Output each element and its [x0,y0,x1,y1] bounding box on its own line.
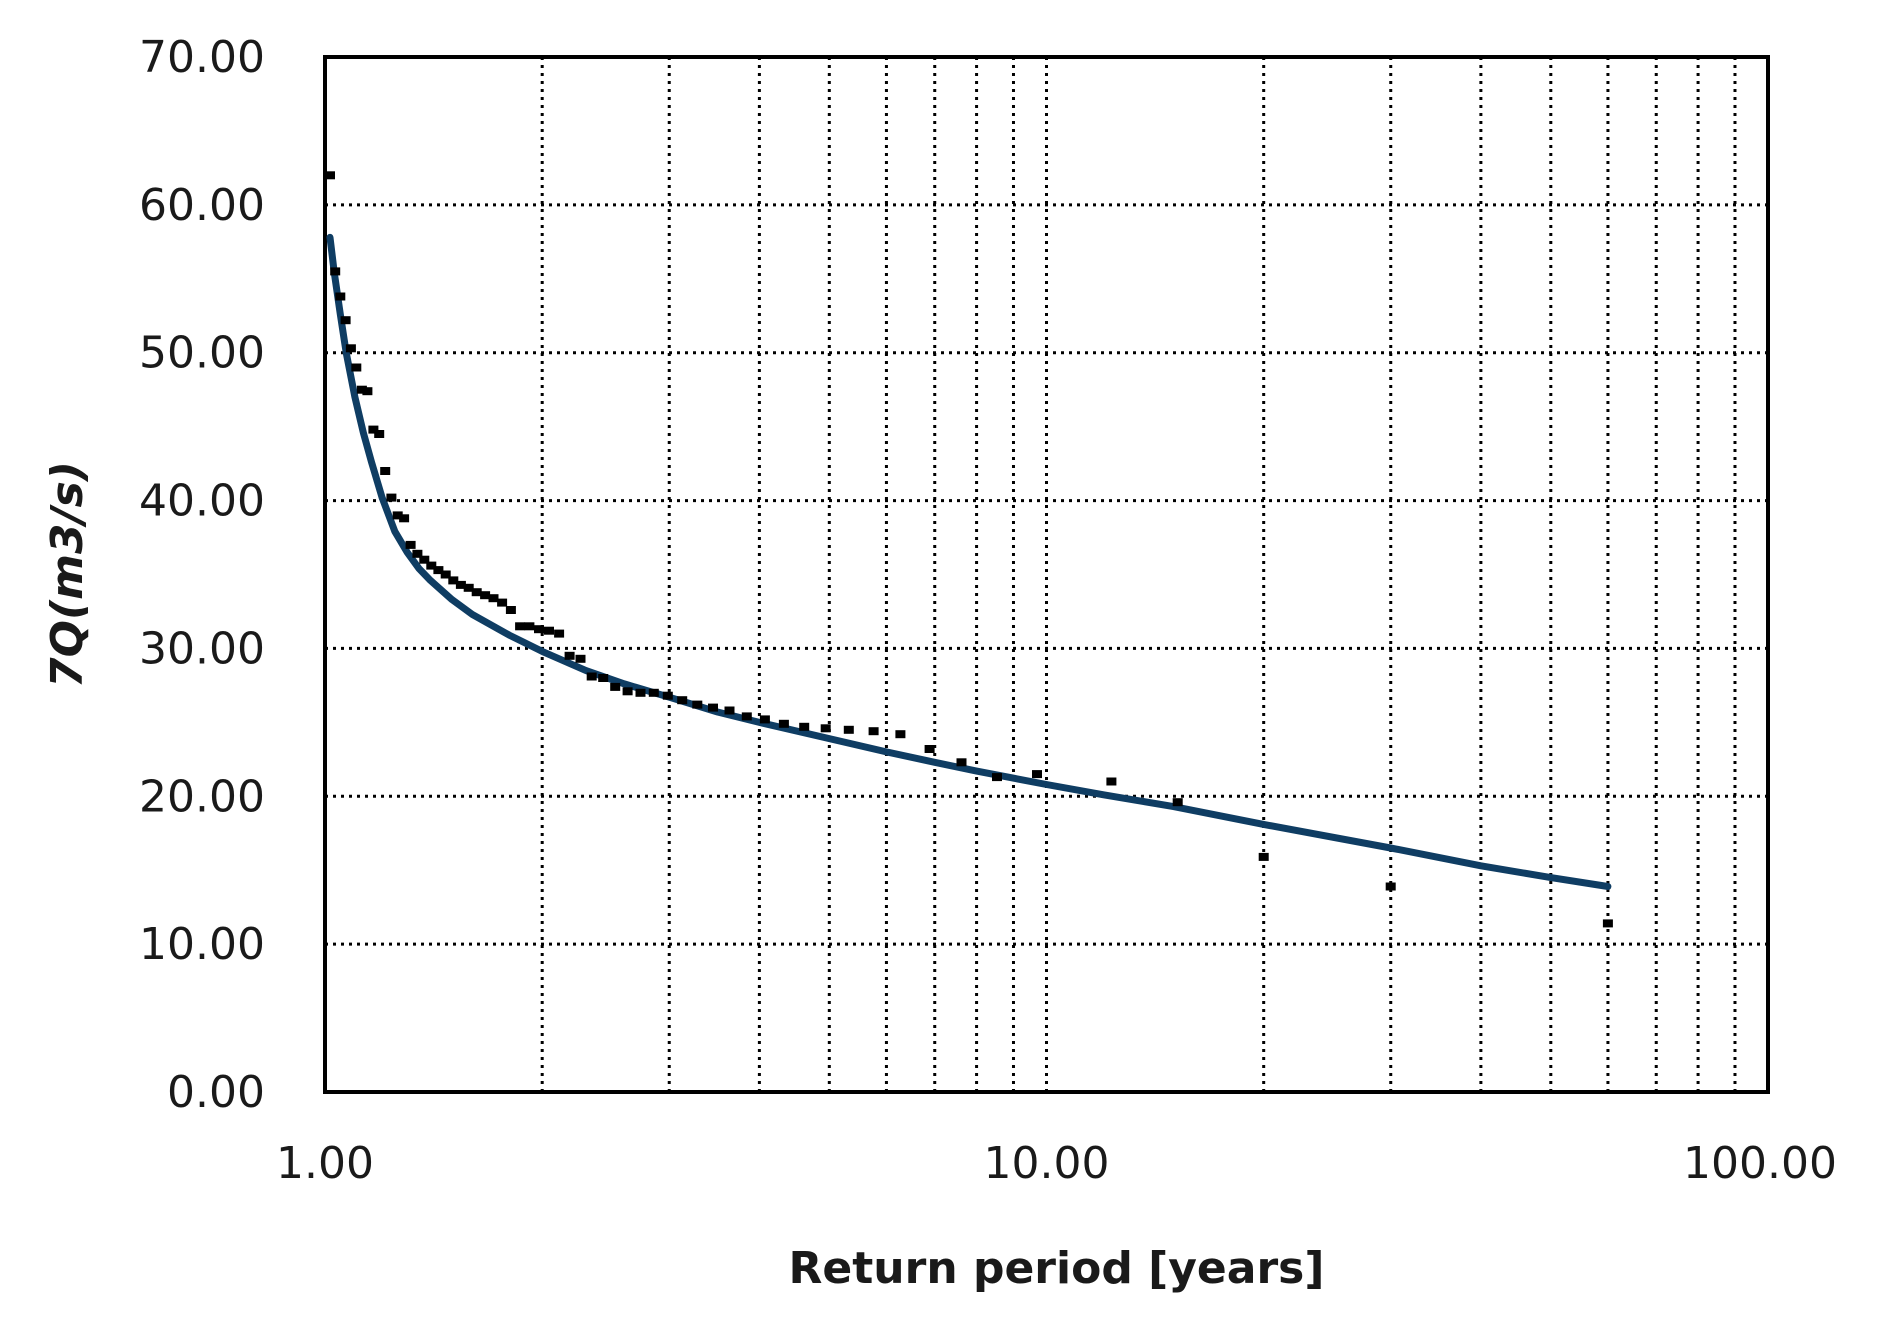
observed-point [598,674,609,682]
y-tick-label: 40.00 [139,476,265,527]
y-tick-label: 60.00 [139,180,265,231]
observed-point [1258,852,1269,861]
observed-point [799,722,810,731]
observed-point [956,758,967,767]
observed-point [1032,770,1042,779]
observed-point [433,566,444,575]
observed-point [362,387,373,396]
observed-points-group [325,171,1613,928]
observed-point [575,654,586,663]
observed-point [399,514,410,523]
plot-area-frame [323,55,1770,1094]
y-tick-label: 30.00 [139,623,265,674]
y-tick-label: 20.00 [139,771,265,822]
observed-point [374,430,385,438]
observed-point [724,706,735,715]
observed-point [426,561,437,570]
observed-point [534,625,544,634]
observed-point [515,622,526,631]
observed-point [544,626,554,635]
observed-point [405,540,416,549]
observed-point [480,591,491,600]
y-axis-title: 7Q(m3/s) [42,461,93,688]
observed-point [1602,919,1613,928]
observed-point [524,622,535,631]
observed-point [340,316,351,325]
observed-point [505,606,516,614]
fitted-curve-group [326,233,1612,890]
observed-point [392,511,403,520]
observed-point [351,363,362,372]
observed-point [692,700,703,709]
observed-point [471,588,482,597]
observed-point [648,688,659,697]
observed-point [455,580,466,589]
observed-point [380,467,391,475]
observed-point [1385,882,1396,891]
observed-point [759,715,770,724]
x-tick-label: 100.00 [1683,1138,1837,1189]
observed-point [564,651,575,660]
observed-point [386,493,397,502]
y-tick-label: 10.00 [139,919,265,970]
observed-point [463,583,474,592]
x-tick-label: 1.00 [276,1138,374,1189]
x-axis-title: Return period [years] [789,1243,1325,1294]
observed-point [868,727,879,736]
x-axis-ticks: 1.00 10.00 100.00 [276,1138,1837,1189]
observed-point [325,171,335,180]
observed-point [440,570,451,579]
observed-point [622,687,633,696]
x-tick-label: 10.00 [984,1138,1110,1189]
fitted-curve-line [326,233,1612,890]
observed-point [778,719,789,728]
observed-point [1106,777,1117,786]
observed-point [924,745,935,753]
y-tick-label: 0.00 [167,1067,265,1118]
observed-point [368,425,379,434]
observed-point [330,267,341,276]
observed-point [741,712,752,721]
observed-point [708,703,718,712]
observed-point [356,385,367,394]
y-tick-label: 70.00 [139,32,265,83]
observed-point [412,549,423,558]
observed-point [662,691,673,700]
observed-point [488,594,499,603]
observed-point [677,696,688,705]
observed-point [497,598,508,607]
observed-point [345,344,356,353]
y-tick-label: 50.00 [139,328,265,379]
observed-point [335,292,346,301]
observed-point [554,629,565,638]
observed-point [820,724,831,733]
observed-point [635,688,646,697]
observed-point [586,672,597,681]
grid-lines [325,57,1768,1092]
y-axis-ticks: 0.00 10.00 20.00 30.00 40.00 50.00 60.00 70.00 [139,32,265,1118]
observed-point [448,576,459,585]
observed-point [610,682,621,691]
observed-point [1172,798,1183,807]
observed-point [843,725,854,734]
observed-point [895,730,906,739]
observed-point [419,555,430,564]
observed-point [992,773,1002,782]
